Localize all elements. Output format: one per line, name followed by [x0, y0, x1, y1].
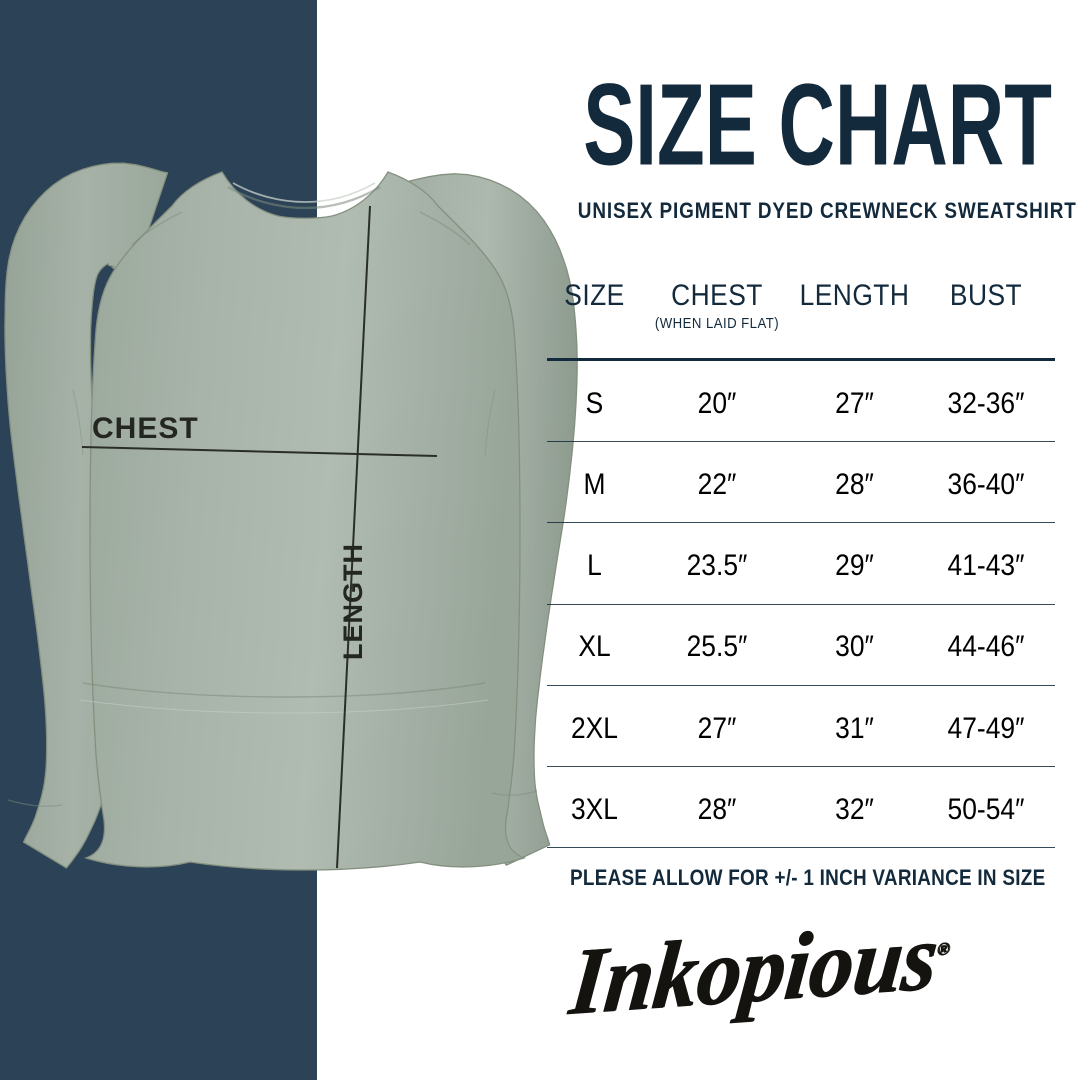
svg-text:LENGTH: LENGTH	[338, 543, 368, 660]
svg-text:CHEST: CHEST	[92, 412, 199, 445]
